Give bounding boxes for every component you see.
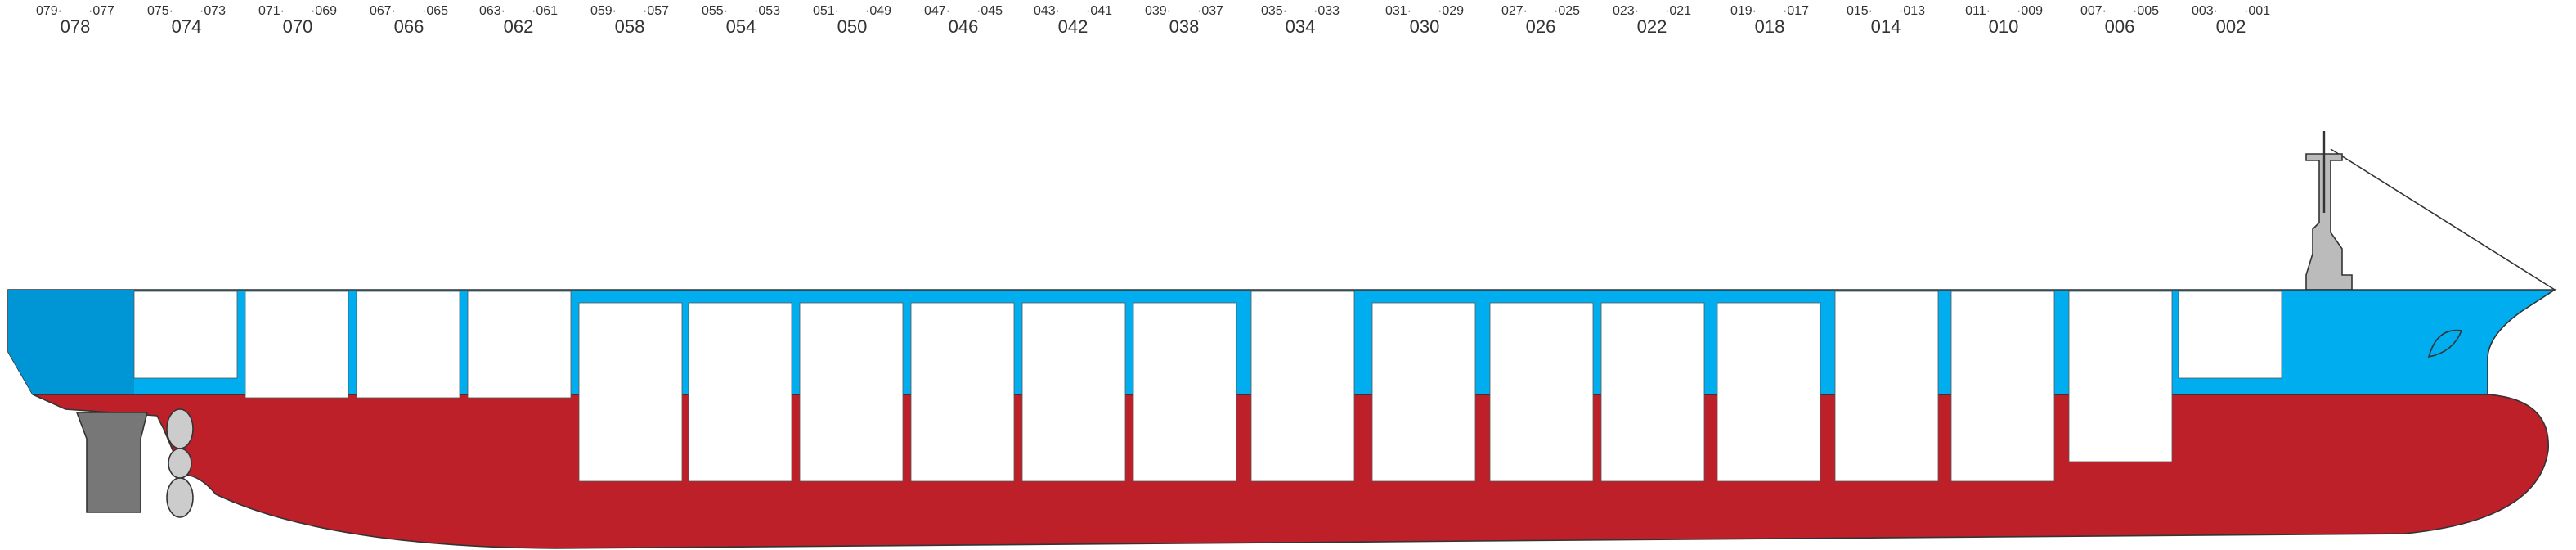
aft-bay: 047· [924,4,950,18]
propeller [166,477,194,518]
aft-bay: 079· [36,4,62,18]
bay-number: 050 [837,16,868,37]
bay-number: 026 [1526,16,1556,37]
aft-bay: 027· [1501,4,1528,18]
hold-box [1950,291,2055,482]
propeller [166,408,194,449]
propeller [168,448,192,479]
aft-bay: 039· [1145,4,1171,18]
aft-bay: 007· [2080,4,2107,18]
bay-number: 058 [615,16,645,37]
aft-bay: 031· [1385,4,1411,18]
aft-bay: 003· [2192,4,2218,18]
fore-bay: ·069 [311,4,337,18]
aft-bay: 011· [1965,4,1990,18]
hold-box [1133,302,1237,482]
fore-bay: ·037 [1197,4,1223,18]
logo [2427,329,2463,358]
fore-bay: ·065 [422,4,448,18]
aft-bay: 071· [258,4,285,18]
hold-box [1489,302,1594,482]
hold-box [1021,302,1126,482]
fore-bay: ·025 [1554,4,1580,18]
bay-number: 002 [2216,16,2246,37]
hold-box [1600,302,1705,482]
bay-number: 062 [504,16,534,37]
hold-box [688,302,792,482]
fore-bay: ·009 [2017,4,2043,18]
bay-number: 078 [61,16,91,37]
holds [133,291,2282,482]
fore-bay: ·049 [865,4,891,18]
hold-box [1371,302,1476,482]
stay-line [2330,148,2556,291]
bay-number: 066 [394,16,424,37]
fore-bay: ·053 [754,4,780,18]
bay-number: 014 [1871,16,1901,37]
aft-bay: 055· [702,4,728,18]
hold-box [799,302,904,482]
bay-number: 070 [283,16,313,37]
bay-number: 042 [1058,16,1088,37]
hold-box [2178,291,2282,379]
hold-box [356,291,460,399]
hold-box [467,291,572,399]
bay-number: 006 [2105,16,2135,37]
fore-bay: ·001 [2244,4,2270,18]
fore-bay: ·029 [1438,4,1464,18]
rudder [75,412,149,513]
fore-bay: ·057 [643,4,669,18]
bridge [2305,153,2353,291]
bay-number: 018 [1755,16,1785,37]
aft-bay: 015· [1847,4,1873,18]
hold-box [133,291,238,379]
aft-bay: 075· [147,4,173,18]
bay-number: 034 [1286,16,1316,37]
aft-superstructure [8,290,134,394]
aft-bay: 035· [1261,4,1287,18]
aft-bay: 019· [1730,4,1757,18]
bay-number: 010 [1989,16,2019,37]
fore-bay: ·033 [1313,4,1340,18]
hold-box [578,302,683,482]
aft-bay: 043· [1034,4,1060,18]
fore-bay: ·077 [88,4,114,18]
aft-bay: 067· [370,4,396,18]
fore-bay: ·061 [532,4,558,18]
fore-bay: ·041 [1086,4,1112,18]
bay-number: 046 [949,16,979,37]
aft-bay: 023· [1613,4,1639,18]
hold-box [2068,291,2173,462]
hold-box [1834,291,1939,482]
fore-bay: ·005 [2133,4,2159,18]
aft-bay: 051· [813,4,839,18]
hold-box [245,291,349,399]
hold-box [1250,291,1355,482]
hold-box [910,302,1015,482]
bay-number: 074 [172,16,202,37]
bay-number: 030 [1410,16,1440,37]
fore-bay: ·017 [1783,4,1809,18]
aft-bay: 063· [479,4,505,18]
bay-number: 054 [726,16,756,37]
aft-bay: 059· [590,4,617,18]
fore-bay: ·021 [1665,4,1691,18]
fore-bay: ·013 [1899,4,1925,18]
bay-number: 022 [1637,16,1667,37]
fore-bay: ·045 [976,4,1003,18]
hold-box [1717,302,1821,482]
fore-bay: ·073 [200,4,226,18]
bay-number: 038 [1169,16,1200,37]
